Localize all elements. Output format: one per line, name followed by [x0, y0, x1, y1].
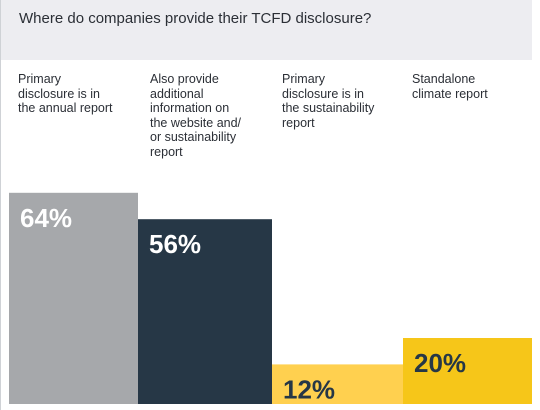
- chart-title: Where do companies provide their TCFD di…: [19, 10, 372, 27]
- category-label-3: Primary disclosure is in the sustainabil…: [282, 72, 375, 130]
- bar-value-label-2: 56%: [149, 229, 201, 259]
- bar-1: [9, 192, 138, 404]
- category-label-4: Standalone climate report: [412, 72, 488, 101]
- chart-header: Where do companies provide their TCFD di…: [1, 0, 532, 60]
- bar-4: [403, 338, 532, 404]
- bar-value-label-4: 20%: [414, 348, 466, 378]
- bar-3: [272, 364, 403, 404]
- category-label-1: Primary disclosure is in the annual repo…: [18, 72, 113, 115]
- bar-value-label-1: 64%: [20, 203, 72, 233]
- category-label-2: Also provide additional information on t…: [150, 72, 242, 159]
- bar-value-label-3: 12%: [283, 374, 335, 404]
- bar-2: [138, 219, 272, 404]
